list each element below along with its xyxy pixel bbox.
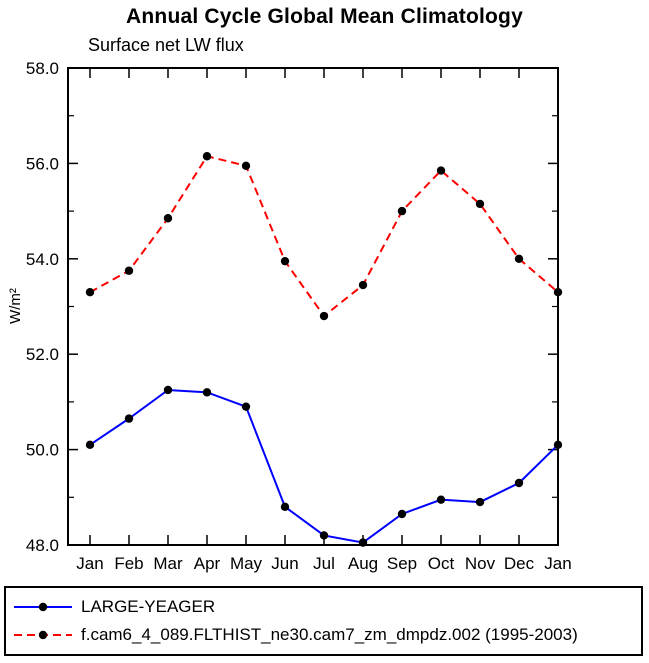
y-tick-label: 54.0: [26, 250, 59, 269]
data-point-marker: [514, 254, 524, 263]
chart-legend: LARGE-YEAGER f.cam6_4_089.FLTHIST_ne30.c…: [4, 586, 643, 656]
x-tick-label: Jun: [271, 554, 298, 573]
x-tick-label: Jul: [313, 554, 335, 573]
x-tick-label: Jan: [76, 554, 103, 573]
chart-plot: W/m² 48.0 50.0 52.0 54.0 56.0 58.0 Jan Feb Mar Ap…: [7, 60, 572, 573]
series-line-0: [89, 388, 559, 544]
data-point-marker: [475, 497, 485, 507]
x-tick-label: Apr: [194, 554, 221, 573]
legend-line-sample: [14, 602, 72, 612]
data-point-marker: [436, 166, 446, 175]
x-tick-label: Mar: [153, 554, 183, 573]
data-point-marker: [241, 161, 251, 170]
y-tick-label: 56.0: [26, 154, 59, 173]
legend-line-sample: [14, 630, 72, 640]
y-tick-label: 50.0: [26, 441, 59, 460]
data-point-marker: [397, 509, 407, 519]
x-tick-label: Aug: [348, 554, 378, 573]
legend-label-series-1: f.cam6_4_089.FLTHIST_ne30.cam7_zm_dmpdz.…: [81, 625, 578, 644]
data-point-marker: [358, 280, 368, 290]
data-point-marker: [241, 402, 251, 411]
data-point-marker: [124, 414, 134, 423]
legend-label-series-0: LARGE-YEAGER: [81, 597, 216, 616]
data-point-marker: [163, 214, 173, 223]
series-line-1: [89, 155, 559, 318]
plot-frame: [67, 67, 559, 546]
x-tick-label: May: [230, 554, 263, 573]
data-point-marker: [358, 538, 368, 547]
x-tick-label: Oct: [428, 554, 455, 573]
y-tick-label: 48.0: [26, 536, 59, 555]
data-point-marker: [202, 388, 212, 397]
data-point-marker: [319, 311, 329, 321]
x-tick-label: Jan: [544, 554, 571, 573]
chart-title: Annual Cycle Global Mean Climatology: [126, 5, 523, 28]
legend-item: f.cam6_4_089.FLTHIST_ne30.cam7_zm_dmpdz.…: [12, 625, 635, 645]
legend-item: LARGE-YEAGER: [12, 597, 635, 617]
x-tick-label: Sep: [387, 554, 417, 573]
y-tick-label: 52.0: [26, 345, 59, 364]
data-point-marker: [475, 199, 485, 209]
data-point-marker: [85, 440, 95, 450]
legend-series-0-marker-dot: [38, 602, 48, 612]
data-point-marker: [553, 440, 563, 450]
data-point-marker: [124, 266, 134, 275]
y-tick-label: 58.0: [26, 60, 59, 78]
x-tick-label: Dec: [504, 554, 535, 573]
legend-series-1-marker-dot: [38, 630, 48, 640]
data-point-marker: [280, 502, 290, 512]
data-point-marker: [514, 478, 524, 488]
data-point-marker: [163, 385, 173, 395]
data-point-marker: [280, 256, 290, 266]
x-tick-label: Nov: [465, 554, 496, 573]
x-tick-label: Feb: [114, 554, 143, 573]
data-point-marker: [319, 531, 329, 540]
data-point-marker: [553, 287, 563, 297]
data-point-marker: [397, 206, 407, 216]
chart-subtitle: Surface net LW flux: [88, 35, 244, 55]
y-axis-label: W/m²: [7, 288, 24, 324]
data-point-marker: [85, 287, 95, 297]
data-point-marker: [436, 495, 446, 504]
data-point-marker: [202, 152, 212, 161]
